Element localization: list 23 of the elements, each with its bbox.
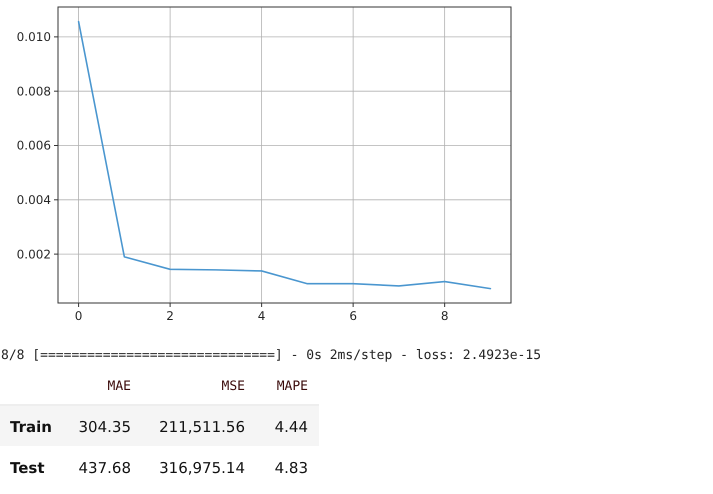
x-tick-label: 4 [258,309,266,323]
x-tick-label: 6 [349,309,357,323]
text: 437.68 [78,459,131,477]
category-label: MAPE [276,379,308,394]
line-series [78,20,492,290]
text: 4.83 [274,459,308,477]
category-label: Train [10,418,52,436]
category-label: MAE [108,379,131,394]
y-tick-label: 0.010 [16,30,51,44]
y-tick-label: 0.008 [16,84,51,98]
text: 4.44 [274,418,308,436]
y-tick-label: 0.006 [16,138,51,153]
x-tick-label: 0 [74,309,82,323]
category-label: MSE [222,379,245,394]
x-tick-label: 2 [166,309,174,323]
text: 211,511.56 [159,418,245,436]
text: 8/8 [==============================] - 0s 2ms/step - loss: 2.4923e-15 [1,348,542,363]
text: 316,975.14 [159,459,245,477]
x-tick-label: 8 [440,309,448,323]
y-tick-label: 0.002 [16,247,51,262]
category-label: Test [10,459,45,477]
text: 304.35 [78,418,131,436]
y-tick-label: 0.004 [16,193,51,208]
